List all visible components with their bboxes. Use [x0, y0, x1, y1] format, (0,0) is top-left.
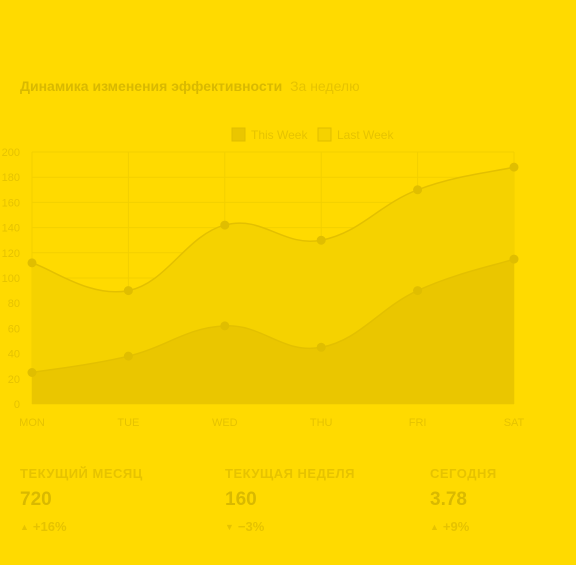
- data-point: [316, 342, 326, 352]
- stat-value: 720: [20, 489, 52, 510]
- y-tick-label: 100: [2, 273, 20, 285]
- series-area-0: [32, 259, 514, 404]
- chart-title: Динамика изменения эффективности: [20, 78, 283, 94]
- y-tick-label: 20: [8, 374, 20, 386]
- stat-current-month: ТЕКУЩИЙ МЕСЯЦ 720 ▲ +16%: [20, 466, 143, 534]
- stat-label: СЕГОДНЯ: [430, 466, 497, 481]
- data-point: [123, 286, 133, 296]
- stat-change-value: −3%: [237, 519, 265, 534]
- x-tick-label: SAT: [504, 417, 525, 429]
- legend-label: Last Week: [337, 128, 394, 142]
- stat-today: СЕГОДНЯ 3.78 ▲ +9%: [430, 466, 497, 534]
- y-tick-label: 200: [2, 147, 20, 159]
- data-point: [316, 235, 326, 245]
- x-tick-label: FRI: [409, 417, 427, 429]
- chart-subtitle: За неделю: [290, 78, 360, 94]
- x-tick-label: THU: [310, 417, 333, 429]
- data-point: [220, 220, 230, 230]
- y-tick-label: 60: [8, 323, 20, 335]
- y-tick-label: 180: [2, 172, 20, 184]
- y-tick-label: 120: [2, 248, 20, 260]
- y-tick-label: 80: [8, 298, 20, 310]
- stat-change-value: +9%: [442, 519, 470, 534]
- data-point: [413, 185, 423, 195]
- data-point: [220, 321, 230, 331]
- y-tick-label: 0: [14, 399, 20, 411]
- x-tick-label: WED: [212, 417, 238, 429]
- stat-value: 160: [225, 489, 257, 510]
- stats-row: ТЕКУЩИЙ МЕСЯЦ 720 ▲ +16% ТЕКУЩАЯ НЕДЕЛЯ 1…: [0, 466, 576, 546]
- legend-swatch: [231, 127, 246, 142]
- x-tick-label: TUE: [117, 417, 139, 429]
- stat-change-value: +16%: [32, 519, 67, 534]
- stat-label: ТЕКУЩИЙ МЕСЯЦ: [20, 466, 143, 481]
- x-tick-label: MON: [19, 417, 45, 429]
- stat-change: ▲ +9%: [430, 519, 497, 534]
- stat-label: ТЕКУЩАЯ НЕДЕЛЯ: [225, 466, 356, 481]
- legend-label: This Week: [251, 128, 308, 142]
- performance-area-chart: 0 20 40 60 80 100 120 140 160 180 200 MON TUE WED THU F…: [2, 127, 525, 429]
- stat-value: 3.78: [430, 489, 467, 510]
- legend-swatch: [317, 127, 332, 142]
- data-point: [27, 368, 37, 377]
- data-point: [509, 162, 519, 172]
- y-tick-label: 160: [2, 197, 20, 209]
- stat-change: ▼ −3%: [225, 519, 355, 534]
- arrow-up-icon: ▲: [430, 522, 439, 532]
- y-tick-label: 140: [2, 223, 20, 235]
- arrow-up-icon: ▲: [20, 522, 29, 532]
- arrow-down-icon: ▼: [225, 522, 234, 532]
- data-point: [413, 286, 423, 296]
- data-point: [123, 351, 133, 361]
- stat-current-week: ТЕКУЩАЯ НЕДЕЛЯ 160 ▼ −3%: [225, 466, 355, 534]
- chart-header: Динамика изменения эффективности За неде…: [20, 78, 360, 94]
- stat-change: ▲ +16%: [20, 519, 143, 534]
- y-tick-label: 40: [8, 349, 20, 361]
- data-point: [509, 254, 519, 264]
- data-point: [27, 258, 37, 268]
